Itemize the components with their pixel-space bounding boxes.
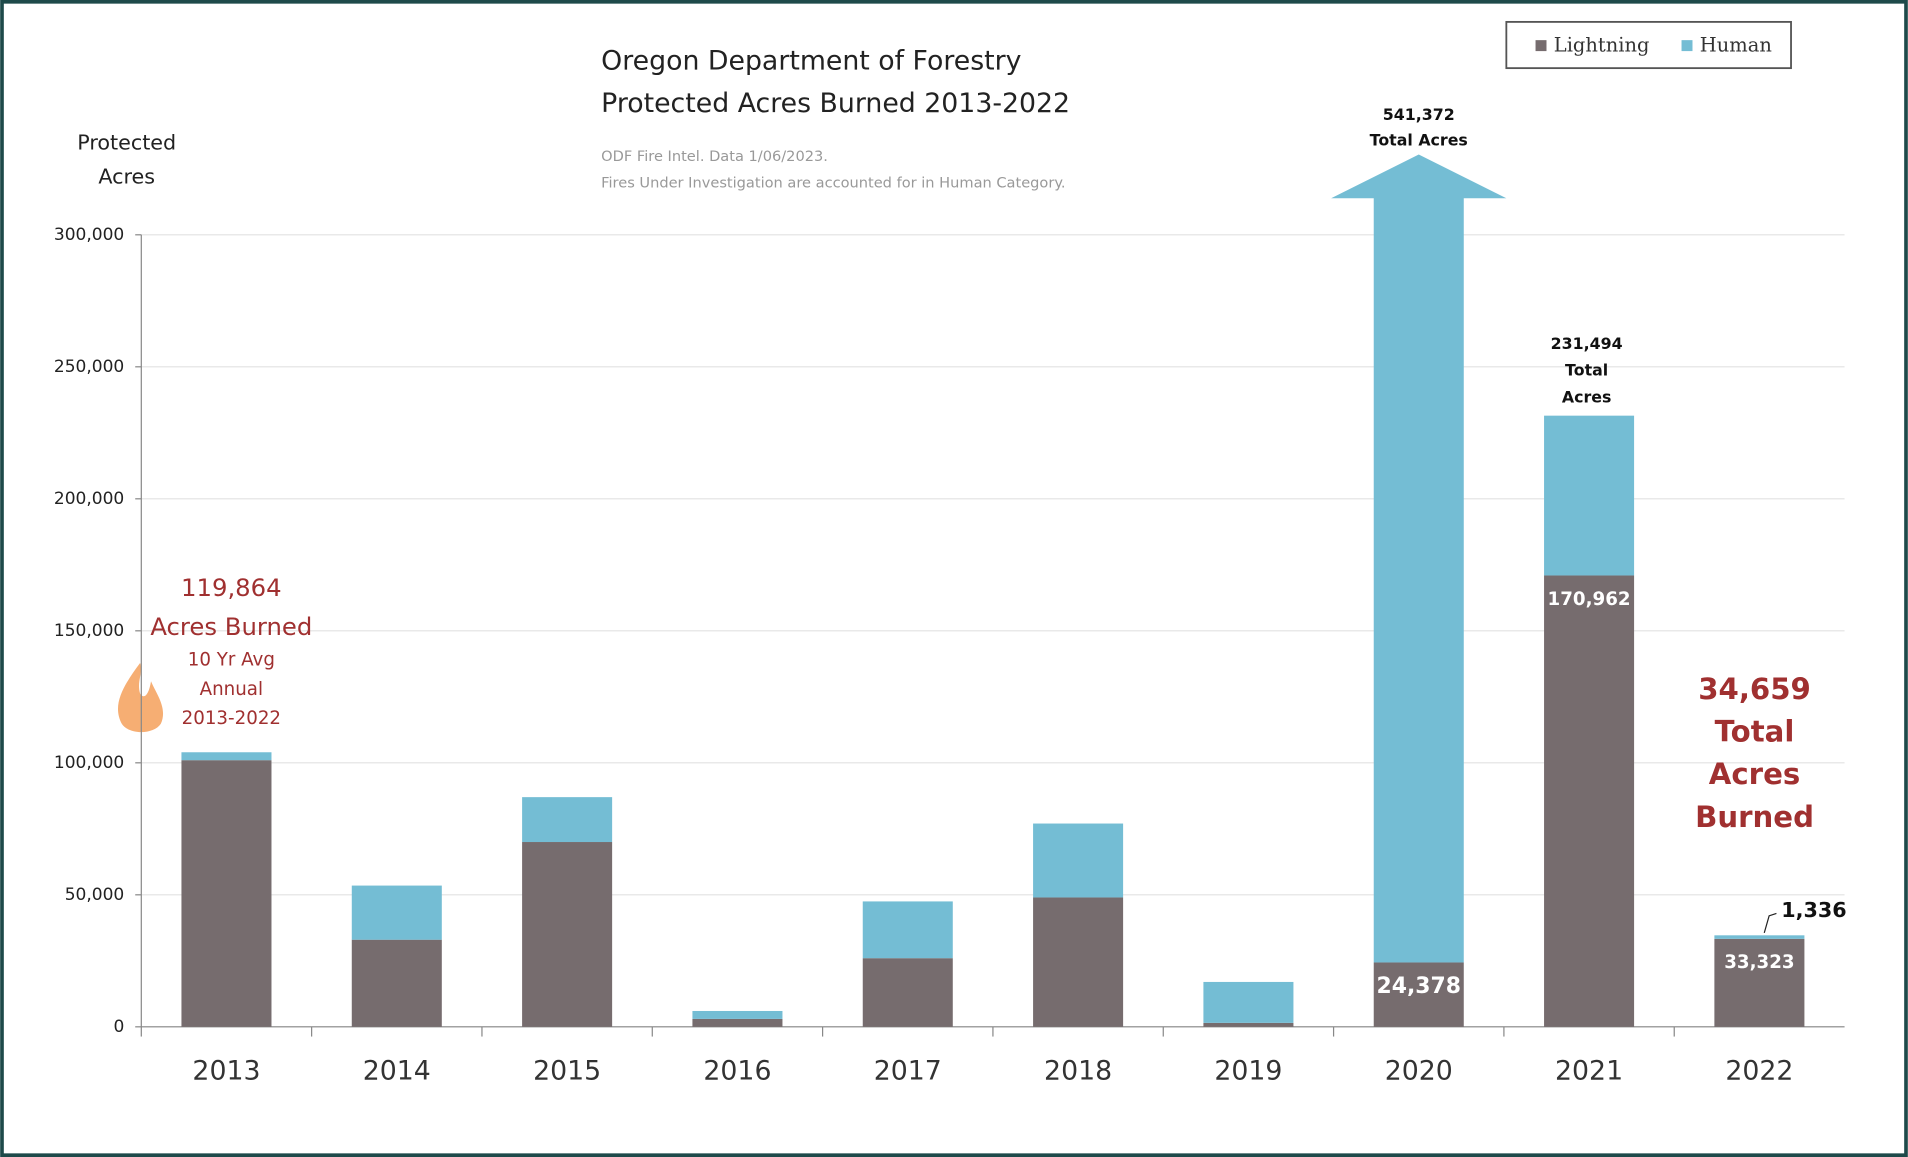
x-tick-label: 2014 <box>363 1055 431 1086</box>
annotation: Total <box>1715 715 1795 749</box>
annotation: Annual <box>200 679 263 700</box>
legend-label: Human <box>1700 34 1772 57</box>
leader-line <box>1763 912 1777 934</box>
bar-segment <box>1203 1022 1294 1027</box>
x-tick-label: 2019 <box>1214 1055 1282 1086</box>
y-axis-label: Acres <box>98 165 155 189</box>
x-tick-label: 2017 <box>874 1055 942 1086</box>
y-tick-label: 150,000 <box>54 621 124 641</box>
bar-segment <box>1373 962 1464 1027</box>
value-label: 33,323 <box>1724 952 1794 973</box>
bar-segment <box>1373 197 1464 963</box>
chart-title: Protected Acres Burned 2013-2022 <box>601 88 1070 119</box>
bar-segment <box>862 958 953 1027</box>
flame-icon <box>117 663 164 733</box>
value-label: 170,962 <box>1548 589 1631 610</box>
legend-box <box>1505 20 1792 70</box>
bar-segment <box>181 760 272 1027</box>
chart-title: Oregon Department of Forestry <box>601 46 1021 77</box>
bar-segment <box>522 842 613 1027</box>
y-tick-label: 200,000 <box>54 489 124 509</box>
bar-segment <box>1714 938 1805 1027</box>
annotation: 541,372 <box>1383 105 1455 124</box>
bar-segment <box>862 901 953 959</box>
chart-subtitle: Fires Under Investigation are accounted … <box>601 175 1065 192</box>
y-axis-label: Protected <box>77 131 176 155</box>
bar-segment <box>692 1010 783 1019</box>
annotation: Acres Burned <box>150 612 312 641</box>
legend: Lightning Human <box>1505 20 1792 70</box>
x-tick-label: 2020 <box>1385 1055 1453 1086</box>
bar-segment <box>1203 981 1294 1023</box>
legend-label: Lightning <box>1554 34 1650 57</box>
arrow-head <box>1331 154 1507 199</box>
annotation: 10 Yr Avg <box>188 650 275 671</box>
annotation: Total Acres <box>1370 131 1468 150</box>
bar-segment <box>692 1018 783 1027</box>
value-label: 1,336 <box>1781 898 1846 922</box>
y-tick-label: 300,000 <box>54 225 124 245</box>
x-tick-label: 2022 <box>1725 1055 1793 1086</box>
value-label: 24,378 <box>1377 974 1461 999</box>
x-tick-label: 2016 <box>703 1055 771 1086</box>
bar-segment <box>522 797 613 843</box>
y-tick-label: 100,000 <box>54 753 124 773</box>
bar-segment <box>1544 415 1635 576</box>
chart-subtitle: ODF Fire Intel. Data 1/06/2023. <box>601 148 828 165</box>
bar-segment <box>1033 897 1124 1027</box>
bar-segment <box>1714 935 1805 939</box>
annotation: 119,864 <box>181 573 282 602</box>
bar-segment <box>1544 575 1635 1027</box>
y-tick-label: 50,000 <box>65 885 125 905</box>
annotation: Acres <box>1562 387 1612 406</box>
y-tick-label: 250,000 <box>54 357 124 377</box>
x-tick-label: 2018 <box>1044 1055 1112 1086</box>
y-tick-label: 0 <box>113 1017 124 1037</box>
annotation: Burned <box>1695 800 1814 834</box>
bar-segment <box>181 752 272 761</box>
plot-area <box>181 197 1805 1027</box>
bar-segment <box>351 939 442 1027</box>
bar-segment <box>1033 823 1124 898</box>
annotation: Acres <box>1709 757 1800 791</box>
x-tick-label: 2021 <box>1555 1055 1623 1086</box>
annotation: 2013-2022 <box>182 708 281 729</box>
bar-segment <box>351 885 442 940</box>
legend-swatch <box>1535 40 1547 52</box>
annotation: 34,659 <box>1698 672 1811 706</box>
annotation: Total <box>1565 361 1608 380</box>
x-tick-label: 2015 <box>533 1055 601 1086</box>
legend-swatch <box>1681 40 1693 52</box>
annotation: 231,494 <box>1551 334 1623 353</box>
x-tick-label: 2013 <box>192 1055 260 1086</box>
